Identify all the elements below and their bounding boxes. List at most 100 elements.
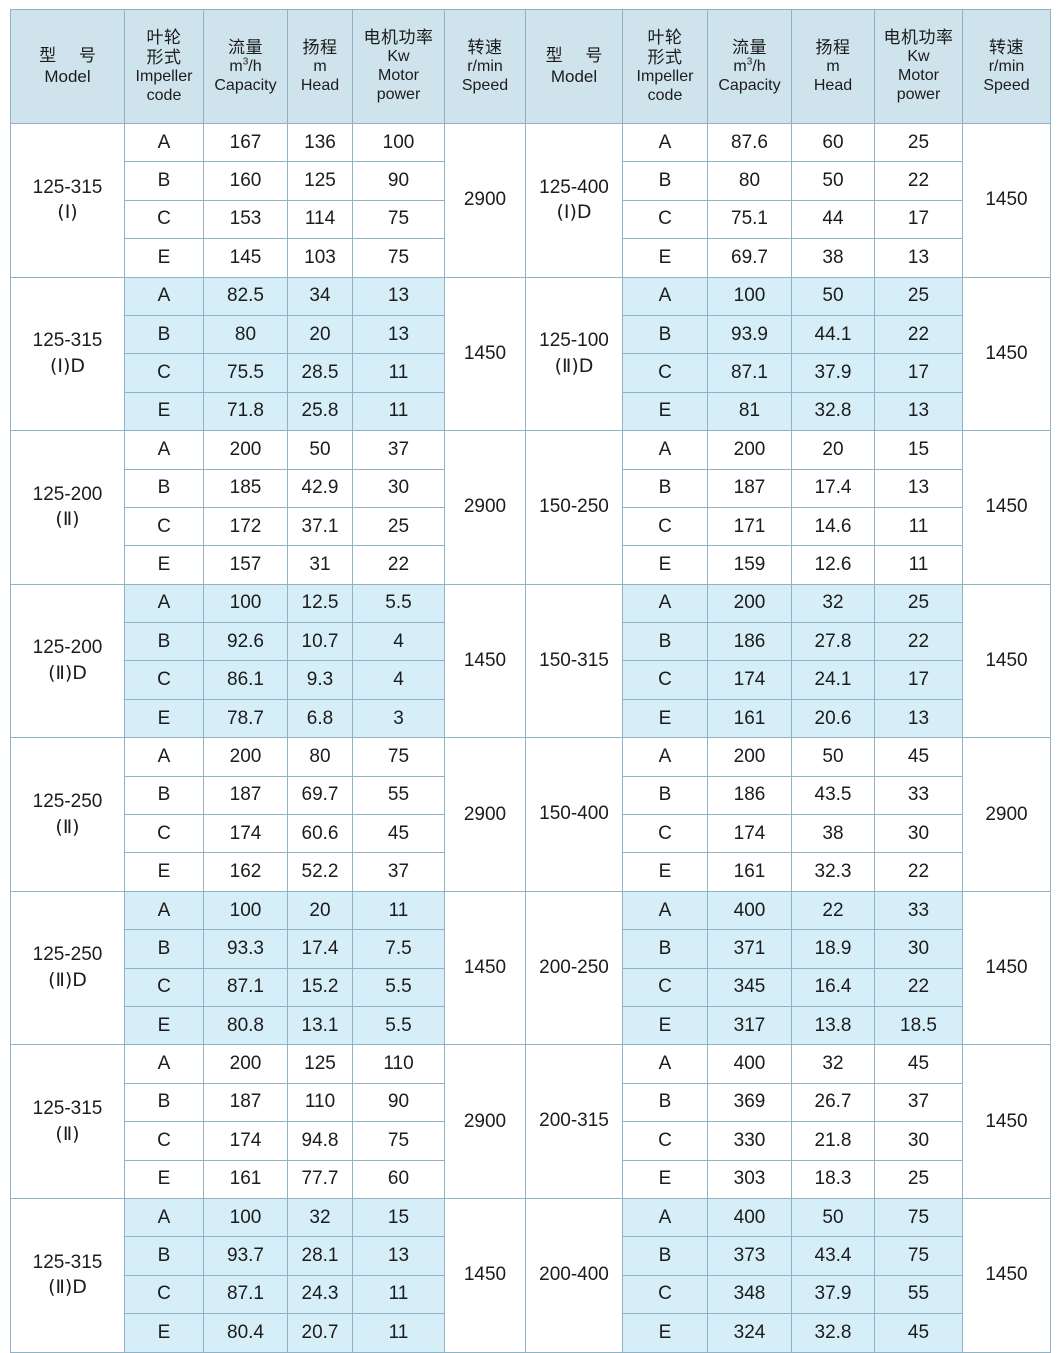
impeller-code-cell: B	[622, 1236, 708, 1276]
motor-power-cell: 13	[874, 698, 963, 739]
header-impeller-en2: code	[647, 86, 683, 104]
model-line-1: 200-400	[539, 1263, 609, 1285]
capacity-cell: 162	[203, 852, 288, 892]
model-name-cell: 150-250	[525, 430, 623, 585]
impeller-code-cell: A	[124, 890, 204, 931]
motor-power-cell: 5.5	[352, 1005, 445, 1046]
speed-cell: 1450	[962, 1044, 1051, 1199]
impeller-code-cell: B	[124, 622, 204, 662]
model-name-cell: 125-315 (Ⅰ)D	[10, 276, 125, 432]
model-line-2: (Ⅱ)D	[554, 354, 594, 377]
header-speed-en: Speed	[461, 76, 509, 94]
head-cell: 26.7	[791, 1082, 875, 1123]
header-capacity-cn: 流量	[732, 37, 767, 57]
motor-power-cell: 11	[352, 1313, 445, 1353]
motor-power-cell: 90	[352, 1082, 445, 1123]
motor-power-cell: 100	[352, 122, 445, 163]
capacity-cell: 187	[203, 1082, 288, 1123]
capacity-cell: 400	[707, 1197, 792, 1238]
impeller-code-cell: C	[622, 1274, 708, 1315]
head-cell: 37.9	[791, 353, 875, 393]
motor-power-cell: 22	[874, 314, 963, 355]
column-header-capacity-right: 流量 m3/h Capacity	[707, 9, 792, 124]
impeller-code-cell: A	[622, 1197, 708, 1238]
impeller-code-cell: E	[124, 698, 204, 739]
impeller-code-cell: B	[124, 929, 204, 969]
model-line-1: 125-200	[32, 483, 103, 505]
header-impeller-en1: Impeller	[135, 67, 193, 85]
capacity-cell: 145	[203, 238, 288, 278]
table-row: C 174 60.6 45 C 174 38 30	[11, 814, 1051, 854]
impeller-code-cell: B	[622, 622, 708, 662]
model-line-2: (Ⅰ)D	[49, 354, 86, 377]
column-header-model-left: 型 号 Model	[10, 9, 125, 124]
impeller-code-cell: E	[622, 1159, 708, 1199]
capacity-cell: 92.6	[203, 622, 288, 662]
motor-power-cell: 110	[352, 1044, 445, 1084]
capacity-cell: 159	[707, 545, 792, 585]
impeller-code-cell: C	[622, 1121, 708, 1161]
head-cell: 125	[287, 161, 353, 201]
head-cell: 60.6	[287, 814, 353, 854]
impeller-code-cell: C	[622, 199, 708, 240]
motor-power-cell: 4	[352, 622, 445, 662]
head-cell: 17.4	[287, 929, 353, 969]
table-row: C 87.1 15.2 5.5 C 345 16.4 22	[11, 967, 1051, 1007]
capacity-cell: 303	[707, 1159, 792, 1199]
model-line-1: 125-200	[32, 637, 103, 659]
motor-power-cell: 25	[874, 276, 963, 316]
motor-power-cell: 75	[352, 238, 445, 278]
capacity-cell: 187	[707, 468, 792, 508]
head-cell: 18.3	[791, 1159, 875, 1199]
capacity-cell: 161	[203, 1159, 288, 1199]
motor-power-cell: 75	[352, 737, 445, 777]
motor-power-cell: 30	[874, 814, 963, 854]
head-cell: 50	[791, 1197, 875, 1238]
column-header-speed-left: 转速 r/min Speed	[444, 9, 526, 124]
motor-power-cell: 45	[352, 814, 445, 854]
head-cell: 20.6	[791, 698, 875, 739]
capacity-cell: 161	[707, 852, 792, 892]
capacity-cell: 186	[707, 622, 792, 662]
header-model-cn: 型 号	[39, 46, 105, 66]
motor-power-cell: 45	[874, 737, 963, 777]
speed-cell: 1450	[962, 583, 1051, 739]
capacity-cell: 167	[203, 122, 288, 163]
table-row: B 187 69.7 55 B 186 43.5 33	[11, 775, 1051, 816]
table-body: 125-315 (Ⅰ) A 167 136 100 2900 125-400 (Ⅰ)D A 87.6…	[10, 122, 1051, 1353]
motor-power-cell: 17	[874, 199, 963, 240]
motor-power-cell: 13	[352, 314, 445, 355]
capacity-cell: 153	[203, 199, 288, 240]
head-cell: 28.1	[287, 1236, 353, 1276]
head-cell: 9.3	[287, 660, 353, 700]
table-row: 125-200 (Ⅱ) A 200 50 37 2900 150-250 A 200 20 15 145…	[10, 430, 1051, 585]
motor-power-cell: 37	[874, 1082, 963, 1123]
impeller-code-cell: A	[622, 737, 708, 777]
motor-power-cell: 11	[874, 545, 963, 585]
table-row: C 87.1 24.3 11 C 348 37.9 55	[11, 1274, 1051, 1315]
table-row: 125-315 (Ⅰ)D A 82.5 34 13 1450 125-100 (Ⅱ)D A 100 5…	[10, 276, 1051, 432]
impeller-code-cell: C	[622, 814, 708, 854]
header-capacity-cn: 流量	[228, 37, 263, 57]
header-power-en2: power	[376, 85, 421, 103]
impeller-code-cell: E	[124, 852, 204, 892]
model-line-1: 125-250	[32, 944, 103, 966]
column-header-power-left: 电机功率 Kw Motor power	[352, 9, 445, 124]
model-name-cell: 200-315	[525, 1044, 623, 1199]
capacity-cell: 172	[203, 506, 288, 547]
speed-cell: 2900	[444, 430, 526, 585]
impeller-code-cell: B	[124, 468, 204, 508]
header-head-en: Head	[813, 76, 853, 94]
capacity-cell: 174	[707, 814, 792, 854]
head-cell: 42.9	[287, 468, 353, 508]
motor-power-cell: 11	[874, 506, 963, 547]
header-head-unit: m	[826, 57, 840, 75]
head-cell: 12.6	[791, 545, 875, 585]
motor-power-cell: 13	[352, 276, 445, 316]
motor-power-cell: 30	[352, 468, 445, 508]
header-model-cn: 型 号	[545, 46, 612, 66]
head-cell: 20.7	[287, 1313, 353, 1353]
capacity-cell: 330	[707, 1121, 792, 1161]
head-cell: 13.8	[791, 1005, 875, 1046]
column-header-head-left: 扬程 m Head	[287, 9, 353, 124]
